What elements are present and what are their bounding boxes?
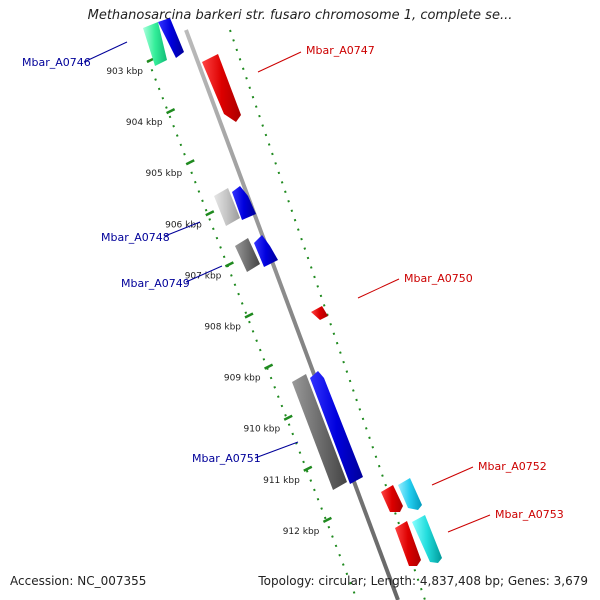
map-title: Methanosarcina barkeri str. fusaro chrom…	[87, 8, 513, 23]
leader-mbar-a0748	[164, 221, 201, 237]
gene-mbar-a0748-arrow[interactable]	[214, 188, 240, 226]
tick-label: 908 kbp	[204, 323, 241, 333]
tick-mark	[303, 465, 313, 472]
tick-mark	[224, 261, 234, 268]
gene-mbar-a0748-partner-arrow[interactable]	[232, 186, 256, 220]
tick-label: 907 kbp	[185, 271, 222, 281]
tick-mark	[283, 414, 293, 421]
leader-lines	[83, 41, 491, 533]
leader-mbar-a0750	[357, 278, 400, 299]
tick-label: 906 kbp	[165, 220, 202, 230]
gene-label-mbar-a0753[interactable]: Mbar_A0753	[495, 508, 564, 521]
tick-mark	[185, 159, 195, 166]
gene-mbar-a0746-partner-arrow[interactable]	[158, 18, 184, 58]
gene-mbar-a0751-partner-arrow[interactable]	[310, 371, 363, 484]
gene-mbar-a0752-partner-arrow[interactable]	[398, 478, 422, 510]
tick-label: 910 kbp	[244, 425, 281, 435]
tick-label: 905 kbp	[146, 169, 183, 179]
leader-mbar-a0753	[447, 514, 491, 533]
tick-marks: 903 kbp 904 kbp 905 kbp 906 kbp 907 kbp 908 k…	[106, 56, 332, 537]
leader-mbar-a0747	[257, 51, 302, 73]
leader-mbar-a0752	[431, 466, 474, 486]
tick-mark	[166, 107, 176, 115]
gene-mbar-a0746-arrow[interactable]	[143, 22, 167, 66]
leader-mbar-a0746	[83, 41, 128, 63]
genome-summary: Topology: circular; Length: 4,837,408 bp…	[258, 574, 588, 588]
gene-mbar-a0753-partner-arrow[interactable]	[412, 515, 442, 563]
gene-mbar-a0753-arrow[interactable]	[395, 521, 421, 566]
leader-mbar-a0751	[254, 441, 299, 459]
tick-mark	[244, 312, 254, 319]
tick-label: 912 kbp	[283, 527, 320, 537]
gene-mbar-a0749-arrow[interactable]	[235, 238, 260, 272]
tick-label: 909 kbp	[224, 374, 261, 384]
gene-label-mbar-a0752[interactable]: Mbar_A0752	[478, 460, 547, 473]
gene-mbar-a0752-arrow[interactable]	[381, 485, 403, 512]
gene-mbar-a0749-partner-arrow[interactable]	[254, 235, 278, 267]
accession-text: Accession: NC_007355	[10, 574, 147, 588]
gene-label-mbar-a0750[interactable]: Mbar_A0750	[404, 272, 473, 285]
tick-mark	[264, 363, 274, 370]
tick-mark	[205, 210, 215, 217]
gene-label-mbar-a0747[interactable]: Mbar_A0747	[306, 44, 375, 57]
gene-label-mbar-a0748[interactable]: Mbar_A0748	[101, 231, 170, 244]
outer-track-guide	[229, 29, 426, 600]
inner-track-guide	[147, 59, 358, 600]
leader-mbar-a0749	[185, 265, 223, 283]
gene-mbar-a0747-arrow[interactable]	[202, 54, 241, 122]
tick-label: 904 kbp	[126, 118, 163, 128]
tick-label: 903 kbp	[106, 67, 143, 77]
gene-label-mbar-a0749[interactable]: Mbar_A0749	[121, 277, 190, 290]
gene-mbar-a0751-arrow[interactable]	[292, 374, 347, 490]
tick-label: 911 kbp	[263, 476, 300, 486]
gene-label-mbar-a0751[interactable]: Mbar_A0751	[192, 452, 261, 465]
gene-mbar-a0750-arrow[interactable]	[311, 306, 328, 320]
gene-label-mbar-a0746[interactable]: Mbar_A0746	[22, 56, 91, 69]
chromosome-backbone	[184, 29, 400, 600]
tick-mark	[322, 516, 332, 524]
